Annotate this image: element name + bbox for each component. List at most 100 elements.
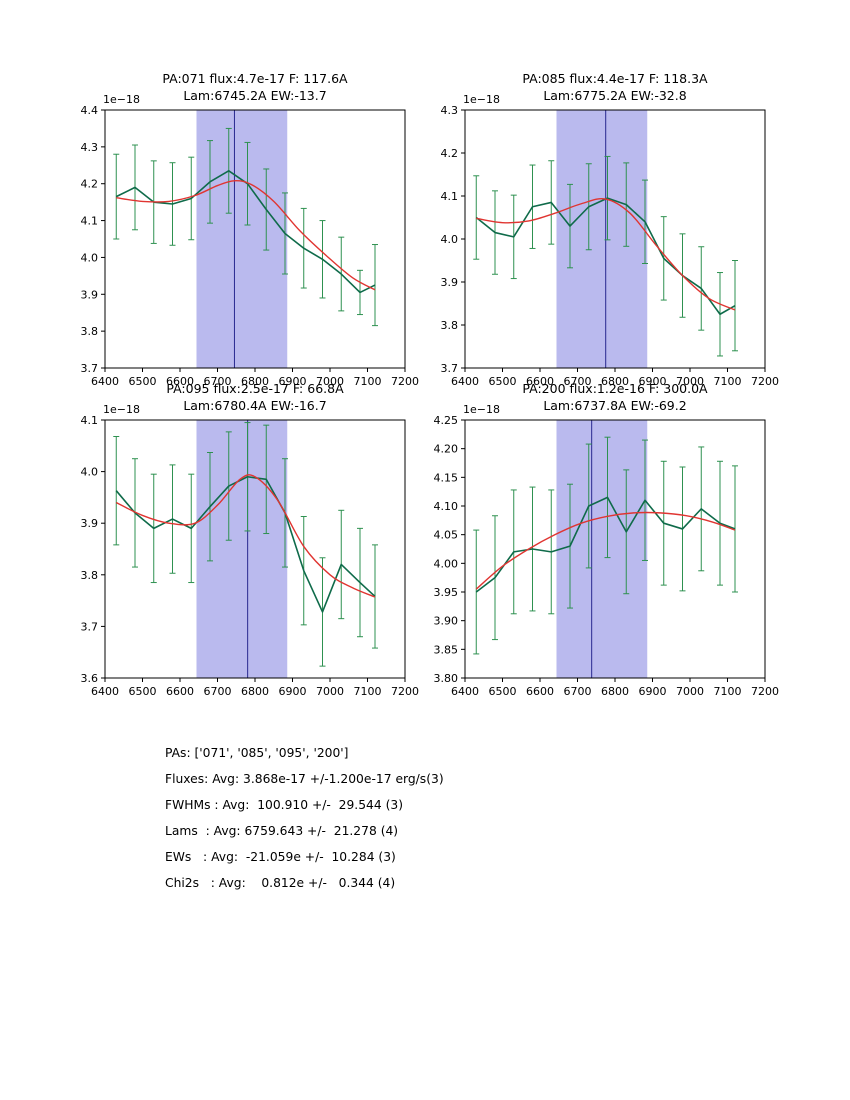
x-tick-label: 7000: [676, 375, 704, 388]
y-tick-label: 3.6: [81, 672, 99, 685]
y-tick-label: 3.8: [81, 569, 99, 582]
summary-line-lams: Lams : Avg: 6759.643 +/- 21.278 (4): [165, 824, 399, 838]
y-tick-label: 3.7: [81, 620, 99, 633]
y-tick-label: 3.7: [441, 362, 459, 375]
selection-band: [196, 110, 288, 368]
chart-pa200: 6400 6500 6600 6700 6800 6900 7000 7100 7200 3.80…: [434, 381, 780, 698]
y-tick-label: 3.8: [81, 325, 99, 338]
y-tick-label: 4.20: [434, 443, 459, 456]
y-tick-label: 3.95: [434, 586, 459, 599]
spectrum-line: [115, 170, 376, 294]
chart-pa071: 6400 6500 6600 6700 6800 6900 7000 7100 7200 3.7 3…: [81, 71, 420, 388]
selection-band: [556, 420, 648, 678]
y-tick-label: 3.7: [81, 362, 99, 375]
y-tick-label: 4.15: [434, 471, 459, 484]
x-tick-label: 7100: [714, 685, 742, 698]
x-tick-label: 6600: [166, 375, 194, 388]
chart-title: PA:085 flux:4.4e-17 F: 118.3A: [522, 71, 708, 86]
y-tick-label: 3.85: [434, 643, 459, 656]
x-tick-label: 6500: [129, 685, 157, 698]
x-tick-label: 6900: [279, 685, 307, 698]
fit-line: [116, 180, 376, 291]
y-tick-label: 4.3: [81, 141, 99, 154]
fit-line: [115, 474, 376, 598]
x-tick-label: 7200: [751, 685, 779, 698]
x-tick-label: 6600: [526, 375, 554, 388]
x-tick-label: 6800: [601, 685, 629, 698]
summary-line-fluxes: Fluxes: Avg: 3.868e-17 +/-1.200e-17 erg/…: [165, 772, 444, 786]
summary-block: PAs: ['071', '085', '095', '200'] Fluxes…: [165, 740, 444, 896]
x-tick-label: 6800: [601, 375, 629, 388]
x-tick-label: 7200: [751, 375, 779, 388]
x-tick-label: 6600: [526, 685, 554, 698]
spectrum-line: [475, 197, 736, 316]
y-tick-label: 4.00: [434, 557, 459, 570]
spectrum-line: [475, 496, 736, 593]
x-tick-label: 7000: [676, 685, 704, 698]
x-tick-label: 6900: [639, 375, 667, 388]
selection-band: [196, 420, 288, 678]
chart-subtitle: Lam:6775.2A EW:-32.8: [543, 88, 686, 103]
summary-line-pas: PAs: ['071', '085', '095', '200']: [165, 746, 349, 760]
x-tick-label: 7200: [391, 685, 419, 698]
x-tick-label: 7100: [354, 375, 382, 388]
y-tick-label: 3.9: [81, 288, 99, 301]
y-tick-label: 4.0: [441, 233, 459, 246]
chart-title: PA:200 flux:1.2e-16 F: 300.0A: [522, 381, 708, 396]
y-tick-label: 4.10: [434, 500, 459, 513]
y-axis-offset-label: 1e−18: [463, 93, 500, 106]
y-tick-label: 3.80: [434, 672, 459, 685]
x-tick-label: 6900: [639, 685, 667, 698]
chart-subtitle: Lam:6737.8A EW:-69.2: [543, 398, 686, 413]
y-tick-label: 3.8: [441, 319, 459, 332]
fit-line: [476, 197, 736, 311]
chart-title: PA:095 flux:2.5e-17 F: 66.8A: [166, 381, 344, 396]
chart-subtitle: Lam:6780.4A EW:-16.7: [183, 398, 326, 413]
chart-pa085: 6400 6500 6600 6700 6800 6900 7000 7100 7200 3.7 3…: [441, 71, 780, 388]
summary-line-chi2s: Chi2s : Avg: 0.812e +/- 0.344 (4): [165, 876, 396, 890]
chart-subtitle: Lam:6745.2A EW:-13.7: [183, 88, 326, 103]
x-tick-label: 6700: [204, 685, 232, 698]
y-axis-offset-label: 1e−18: [103, 93, 140, 106]
selection-band: [556, 110, 648, 368]
spectrum-line: [115, 475, 376, 613]
x-tick-label: 6800: [241, 375, 269, 388]
y-tick-label: 4.2: [81, 178, 99, 191]
x-tick-label: 6600: [166, 685, 194, 698]
y-tick-label: 4.0: [81, 466, 99, 479]
y-axis-offset-label: 1e−18: [103, 403, 140, 416]
x-tick-label: 6700: [564, 685, 592, 698]
y-tick-label: 4.1: [441, 190, 459, 203]
y-tick-label: 4.3: [441, 104, 459, 117]
x-tick-label: 6500: [129, 375, 157, 388]
x-tick-label: 7100: [354, 685, 382, 698]
x-tick-label: 7200: [391, 375, 419, 388]
summary-line-ews: EWs : Avg: -21.059e +/- 10.284 (3): [165, 850, 396, 864]
x-tick-label: 6800: [241, 685, 269, 698]
x-tick-label: 7000: [316, 375, 344, 388]
chart-pa095: 6400 6500 6600 6700 6800 6900 7000 7100 7200 3.6 3…: [81, 381, 420, 698]
summary-line-fwhms: FWHMs : Avg: 100.910 +/- 29.544 (3): [165, 798, 404, 812]
x-tick-label: 6700: [204, 375, 232, 388]
x-tick-label: 6500: [489, 375, 517, 388]
chart-title: PA:071 flux:4.7e-17 F: 117.6A: [162, 71, 348, 86]
y-tick-label: 4.1: [81, 414, 99, 427]
x-tick-label: 6400: [91, 375, 119, 388]
x-tick-label: 6400: [451, 685, 479, 698]
x-tick-label: 6400: [451, 375, 479, 388]
figure-svg: 6400 6500 6600 6700 6800 6900 7000 7100 7200 3.7 3…: [81, 71, 780, 698]
y-tick-label: 4.4: [81, 104, 99, 117]
x-tick-label: 6500: [489, 685, 517, 698]
y-tick-label: 4.0: [81, 251, 99, 264]
y-tick-label: 4.05: [434, 529, 459, 542]
x-tick-label: 6900: [279, 375, 307, 388]
y-axis-offset-label: 1e−18: [463, 403, 500, 416]
x-tick-label: 6700: [564, 375, 592, 388]
fit-line: [475, 511, 736, 590]
x-tick-label: 7000: [316, 685, 344, 698]
y-tick-label: 3.9: [441, 276, 459, 289]
x-tick-label: 7100: [714, 375, 742, 388]
y-tick-label: 3.90: [434, 615, 459, 628]
x-tick-label: 6400: [91, 685, 119, 698]
